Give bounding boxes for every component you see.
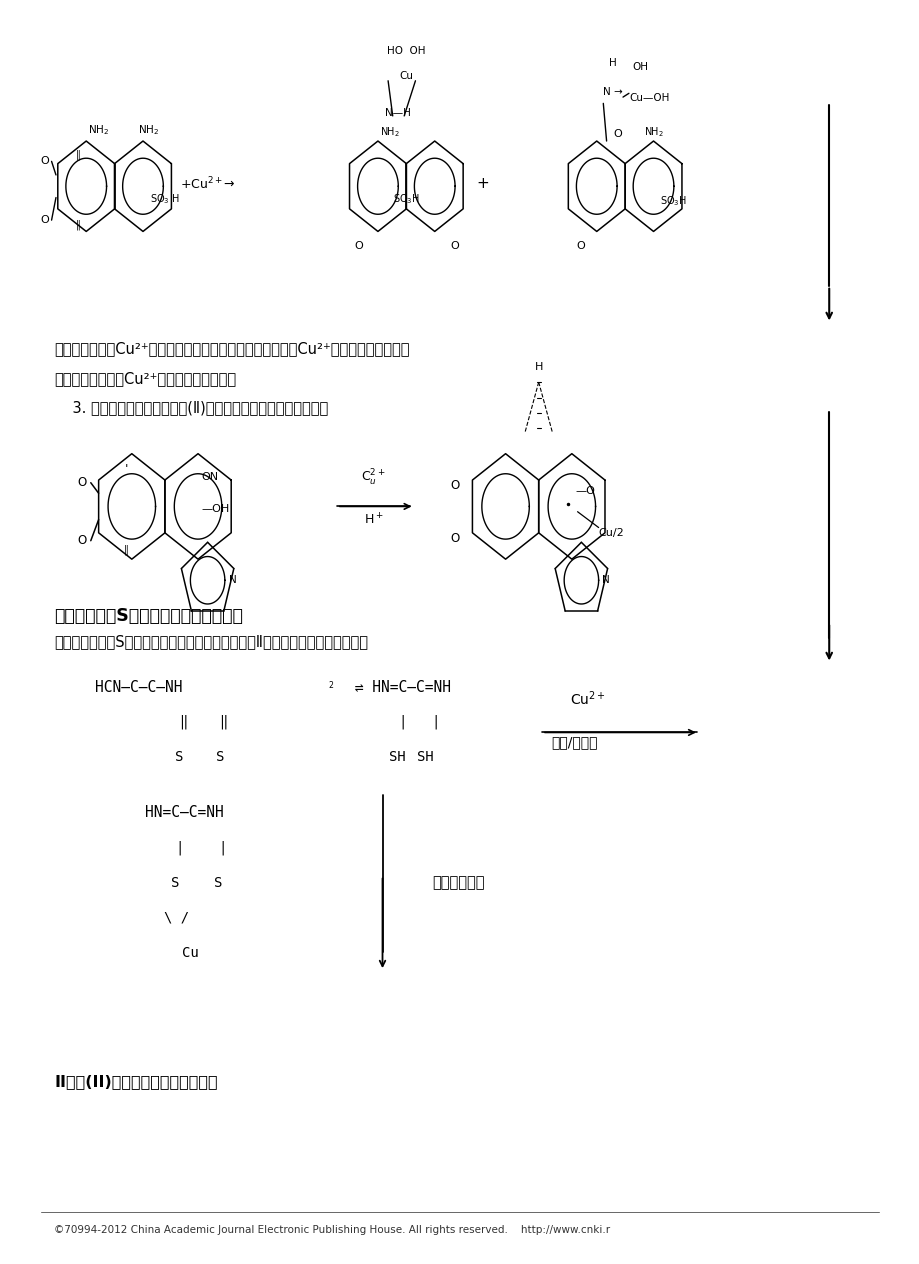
Text: \ /: \ /	[164, 911, 188, 925]
Text: 特别是，上式随Cu²⁺量的变化沉淠而有所变化，当加入少量Cu²⁺盐时，产生深兰色的: 特别是，上式随Cu²⁺量的变化沉淠而有所变化，当加入少量Cu²⁺盐时，产生深兰色…	[54, 341, 409, 355]
Text: O: O	[450, 532, 460, 545]
Text: H: H	[534, 362, 542, 372]
Text: S: S	[213, 876, 222, 890]
Text: 氨性/弱酸性: 氨性/弱酸性	[550, 734, 597, 750]
Text: O: O	[77, 477, 86, 489]
Text: Cu—OH: Cu—OH	[629, 94, 669, 104]
Text: O: O	[450, 479, 460, 492]
Text: S: S	[175, 750, 183, 763]
Text: SH: SH	[416, 750, 434, 763]
Text: （黑色沉淠）: （黑色沉淠）	[432, 875, 484, 890]
Text: |: |	[398, 715, 406, 729]
Text: OH: OH	[632, 62, 648, 72]
Text: ‖: ‖	[75, 149, 80, 159]
Text: O: O	[77, 535, 86, 547]
Text: ‖: ‖	[219, 715, 227, 729]
Text: NH$_2$: NH$_2$	[643, 125, 664, 139]
Text: O: O	[575, 241, 584, 252]
Text: Cu/2: Cu/2	[598, 528, 624, 537]
Text: II、铜(II)离子在药物分析中的应用: II、铜(II)离子在药物分析中的应用	[54, 1074, 218, 1090]
Text: |: |	[218, 841, 227, 854]
Text: HO  OH: HO OH	[387, 46, 425, 56]
Text: +: +	[476, 176, 489, 191]
Text: SO$_3$H: SO$_3$H	[392, 192, 419, 206]
Text: Cu: Cu	[182, 945, 199, 959]
Text: —OH: —OH	[201, 504, 230, 514]
Text: SH: SH	[389, 750, 405, 763]
Text: S: S	[171, 876, 179, 890]
Text: HCN—C—C—NH: HCN—C—C—NH	[96, 680, 183, 695]
Text: O: O	[449, 241, 459, 252]
Text: ‖: ‖	[75, 220, 80, 230]
Text: H: H	[608, 58, 617, 68]
Text: ‖: ‖	[179, 715, 187, 729]
Text: ON: ON	[201, 473, 219, 483]
Text: N: N	[229, 575, 236, 585]
Text: N—H: N—H	[384, 109, 410, 119]
Text: SO$_3$H: SO$_3$H	[659, 193, 686, 207]
Text: ': '	[124, 463, 128, 477]
Text: |: |	[431, 715, 439, 729]
Text: ‖: ‖	[123, 545, 129, 555]
Text: —O: —O	[575, 485, 595, 495]
Text: C$_u^{2+}$: C$_u^{2+}$	[361, 468, 385, 488]
Text: ©70994-2012 China Academic Journal Electronic Publishing House. All rights reser: ©70994-2012 China Academic Journal Elect…	[54, 1225, 610, 1235]
Text: HN=C—C=NH: HN=C—C=NH	[145, 805, 224, 820]
Text: +Cu$^{2+}$→: +Cu$^{2+}$→	[180, 176, 236, 192]
Text: O: O	[40, 157, 49, 167]
Text: 红氨酸是具有含S官能团的典型化合物，它可与铜（Ⅱ）离子作用产生黑色沉淠：: 红氨酸是具有含S官能团的典型化合物，它可与铜（Ⅱ）离子作用产生黑色沉淠：	[54, 635, 368, 650]
Text: NH$_2$: NH$_2$	[380, 125, 399, 139]
Text: ⇌ HN=C—C=NH: ⇌ HN=C—C=NH	[346, 680, 450, 695]
Text: Cu$^{2+}$: Cu$^{2+}$	[569, 690, 605, 708]
Text: O: O	[612, 129, 621, 139]
Text: |: |	[176, 841, 184, 854]
Text: N: N	[602, 575, 609, 585]
Text: 沉淠；加入较大量Cu²⁺盐则产生蓝色沉淠。: 沉淠；加入较大量Cu²⁺盐则产生蓝色沉淠。	[54, 370, 236, 386]
Text: O: O	[40, 215, 49, 225]
Text: S: S	[216, 750, 224, 763]
Text: N →: N →	[603, 87, 622, 97]
Text: SO$_3$ H: SO$_3$ H	[150, 192, 179, 206]
Text: O: O	[354, 241, 362, 252]
Text: 3. 荀素兰在酸性溶液中与铜(Ⅱ)离子作用产生兰色结晶形沉淠：: 3. 荀素兰在酸性溶液中与铜(Ⅱ)离子作用产生兰色结晶形沉淠：	[54, 399, 328, 415]
Text: 三、与具有含S官能团的有机试剂反应：: 三、与具有含S官能团的有机试剂反应：	[54, 607, 243, 624]
Text: H$^+$: H$^+$	[363, 513, 383, 528]
Text: Cu: Cu	[399, 71, 413, 81]
Text: NH$_2$: NH$_2$	[138, 124, 159, 138]
Text: $_2$: $_2$	[327, 680, 334, 693]
Text: NH$_2$: NH$_2$	[88, 124, 109, 138]
